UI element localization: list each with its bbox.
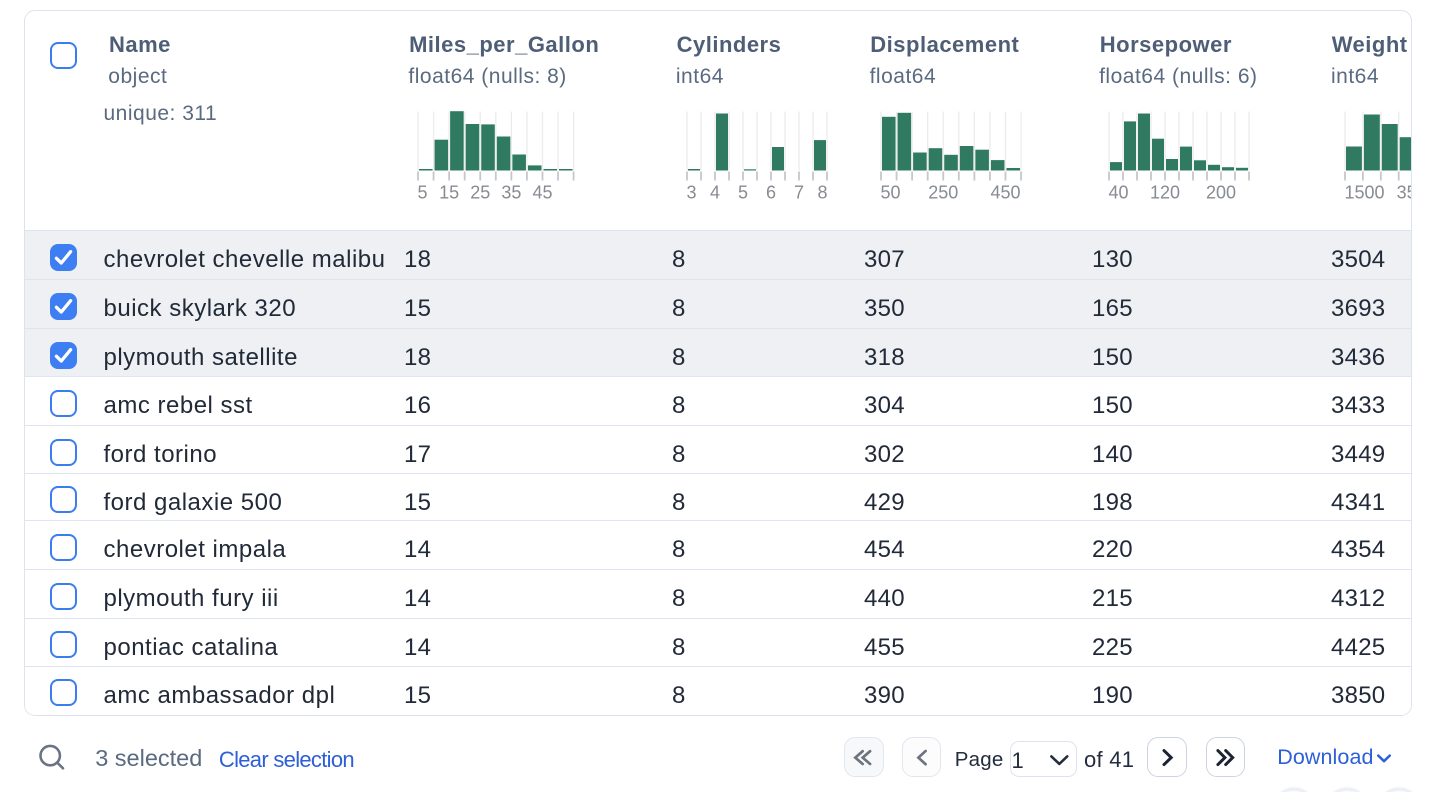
svg-text:40: 40 — [1109, 182, 1129, 202]
svg-text:35: 35 — [501, 182, 521, 202]
svg-text:50: 50 — [880, 182, 900, 202]
svg-text:120: 120 — [1150, 182, 1180, 202]
svg-text:5: 5 — [417, 182, 427, 202]
svg-text:7: 7 — [794, 182, 804, 202]
svg-text:3: 3 — [687, 182, 697, 202]
svg-text:15: 15 — [439, 182, 459, 202]
svg-text:1500: 1500 — [1345, 182, 1385, 202]
svg-text:450: 450 — [990, 182, 1020, 202]
svg-text:25: 25 — [470, 182, 490, 202]
svg-text:6: 6 — [766, 182, 776, 202]
svg-text:250: 250 — [928, 182, 958, 202]
svg-text:4: 4 — [710, 182, 720, 202]
svg-text:8: 8 — [818, 182, 828, 202]
svg-text:5: 5 — [738, 182, 748, 202]
svg-text:45: 45 — [532, 182, 552, 202]
svg-text:3500: 3500 — [1397, 182, 1412, 202]
svg-text:200: 200 — [1206, 182, 1236, 202]
